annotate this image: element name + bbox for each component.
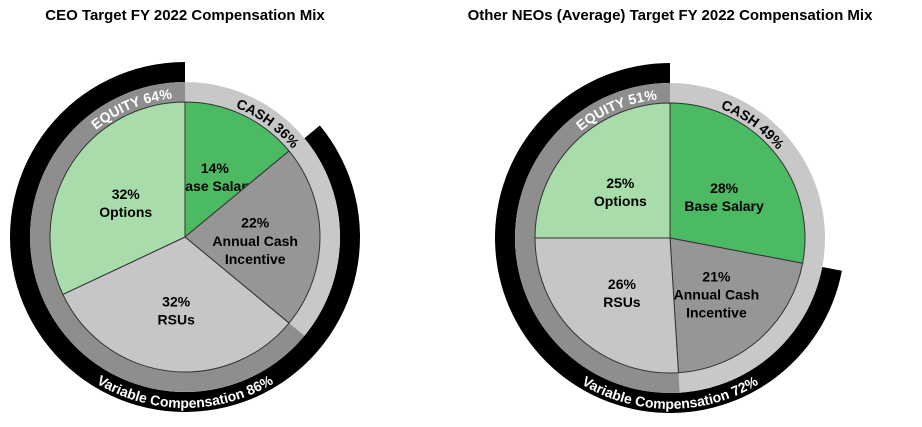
- pie-slice: [49, 101, 186, 296]
- value-label: 26%: [608, 276, 637, 292]
- slice-label: RSUs: [158, 311, 196, 327]
- slice-label: Base Salary: [684, 198, 764, 214]
- pie-slice: [62, 236, 290, 373]
- slice-label: RSUs: [603, 294, 641, 310]
- value-label: 14%: [201, 160, 230, 176]
- pie-slice: [534, 237, 680, 374]
- inner-ring-arc: [515, 83, 680, 393]
- pie-slice: [669, 102, 806, 264]
- inner-ring-arc: [29, 82, 305, 392]
- chart-title: CEO Target FY 2022 Compensation Mix: [45, 7, 325, 24]
- pie-slice: [669, 237, 804, 374]
- inner-ring-arc: [185, 82, 340, 336]
- slice-label: Options: [99, 204, 152, 220]
- slice-label: Options: [594, 193, 647, 209]
- value-label: 28%: [710, 180, 739, 196]
- slice-label: Base Salary: [175, 178, 255, 194]
- value-label: 25%: [606, 175, 635, 191]
- value-label: 32%: [162, 293, 191, 309]
- value-label: 22%: [241, 215, 270, 231]
- pie-slice: [534, 102, 671, 239]
- slice-label: Annual Cash Incentive: [212, 233, 298, 267]
- value-label: 21%: [702, 268, 731, 284]
- pie-slice: [184, 101, 290, 239]
- pie-slice: [184, 150, 321, 324]
- value-label: 32%: [112, 186, 141, 202]
- slice-label: Annual Cash Incentive: [674, 286, 760, 320]
- chart-title: Other NEOs (Average) Target FY 2022 Comp…: [468, 7, 873, 24]
- inner-ring-arc: [670, 83, 826, 393]
